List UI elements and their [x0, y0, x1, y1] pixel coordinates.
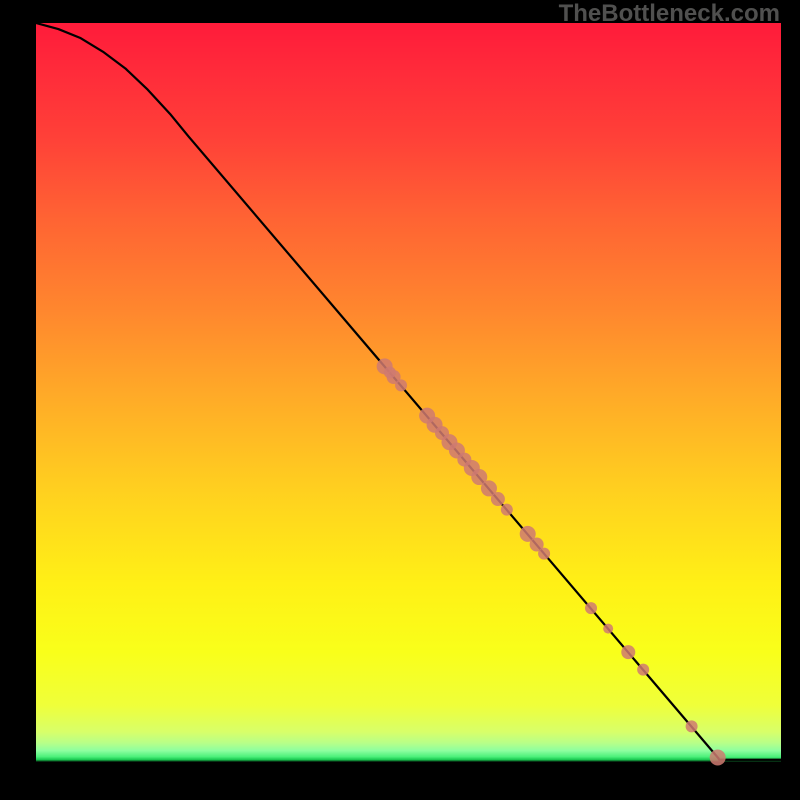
data-point [538, 548, 550, 560]
data-point [621, 645, 635, 659]
plot-area [36, 23, 781, 781]
chart-frame: TheBottleneck.com [0, 0, 800, 800]
chart-overlay [36, 23, 781, 781]
bottleneck-curve [36, 23, 781, 760]
data-point [491, 492, 505, 506]
watermark-text: TheBottleneck.com [559, 0, 780, 28]
data-point [395, 379, 407, 391]
data-point [585, 602, 597, 614]
data-point [603, 624, 613, 634]
data-point [686, 720, 698, 732]
data-point [637, 664, 649, 676]
data-point [384, 366, 396, 378]
data-point [710, 750, 726, 766]
data-point [501, 504, 513, 516]
